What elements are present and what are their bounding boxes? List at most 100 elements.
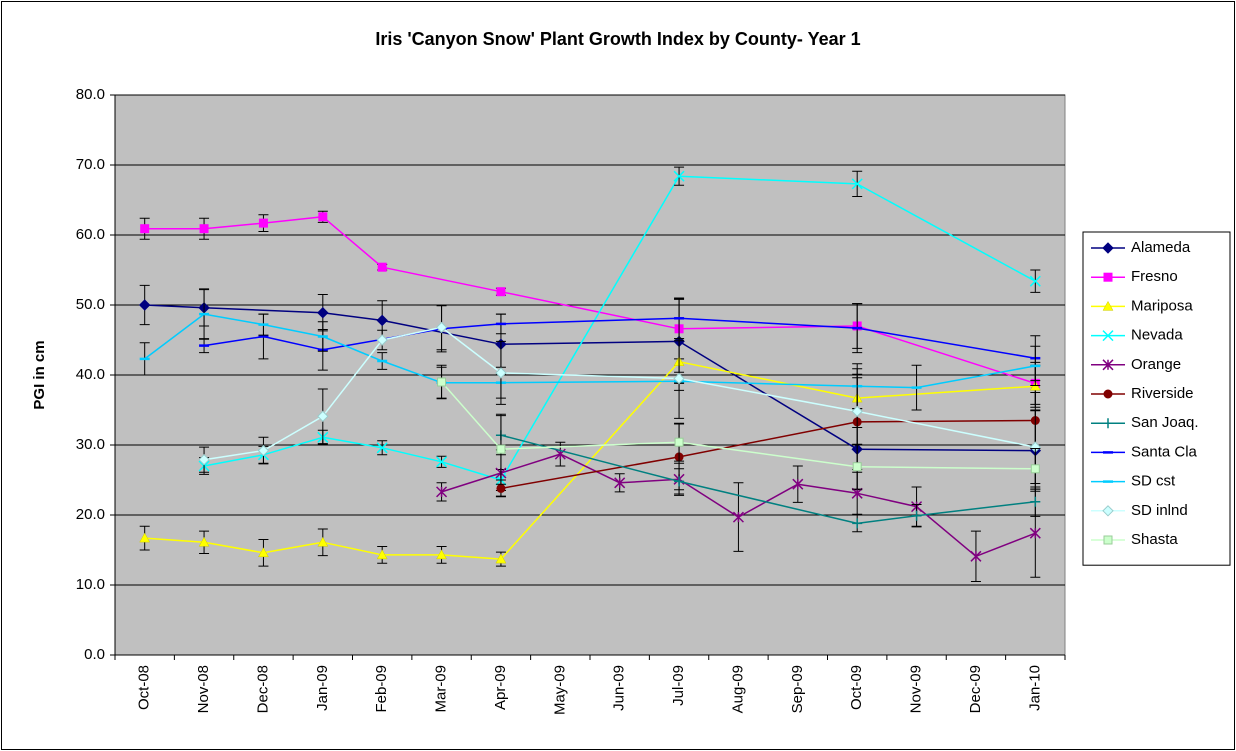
series-segment	[203, 449, 264, 461]
marker	[1102, 242, 1114, 254]
marker	[851, 487, 863, 499]
x-tick-label: Nov-09	[908, 665, 925, 713]
x-tick-label: Oct-09	[848, 665, 865, 710]
series-segment	[263, 415, 324, 452]
series-segment	[322, 541, 383, 556]
series-segment	[678, 377, 858, 413]
marker	[140, 224, 150, 234]
series-segment	[263, 323, 323, 338]
marker	[317, 306, 329, 319]
series-segment	[500, 290, 680, 330]
y-tick-label: 30.0	[76, 436, 105, 453]
marker	[851, 405, 863, 418]
series-segment	[679, 317, 858, 329]
marker	[258, 218, 268, 228]
series-segment	[441, 461, 502, 481]
series-segment	[441, 323, 501, 330]
marker	[852, 518, 863, 529]
legend-label: Santa Cla	[1131, 443, 1198, 460]
series-segment	[619, 478, 680, 484]
marker	[673, 170, 685, 182]
legend-label: Shasta	[1131, 531, 1178, 548]
x-tick-label: Apr-09	[492, 665, 509, 710]
series-segment	[500, 456, 680, 490]
marker	[1103, 272, 1113, 282]
marker	[1102, 330, 1114, 342]
series-segment	[500, 361, 680, 560]
marker	[376, 334, 388, 346]
legend-label: Nevada	[1131, 327, 1183, 344]
series-segment	[679, 175, 858, 185]
series-segment	[203, 454, 264, 467]
y-axis-label: PGI in cm	[31, 340, 48, 409]
marker	[436, 486, 448, 498]
y-tick-label: 40.0	[76, 366, 105, 383]
y-tick-label: 70.0	[76, 156, 105, 173]
legend-label: San Joaq.	[1131, 414, 1199, 431]
series-segment	[500, 340, 680, 345]
series-segment	[500, 317, 680, 325]
series-segment	[263, 335, 323, 351]
marker	[496, 444, 506, 454]
marker	[496, 483, 506, 493]
series-segment	[203, 222, 264, 230]
x-tick-label: Nov-08	[195, 665, 212, 713]
series-segment	[500, 453, 561, 474]
series-segment	[144, 313, 205, 360]
series-segment	[322, 311, 383, 322]
marker	[792, 478, 804, 490]
series-segment	[500, 441, 680, 450]
x-tick-label: Jan-09	[314, 665, 331, 711]
marker	[376, 314, 388, 327]
series-segment	[382, 326, 442, 341]
y-tick-label: 50.0	[76, 296, 105, 313]
marker	[436, 456, 448, 468]
marker	[258, 547, 269, 558]
series-segment	[857, 385, 917, 389]
series-segment	[263, 541, 323, 554]
marker	[199, 224, 209, 234]
marker	[614, 477, 626, 489]
marker	[1102, 505, 1114, 517]
series-segment	[738, 483, 799, 518]
series-segment	[263, 436, 324, 456]
series-segment	[857, 448, 1036, 452]
series-segment	[857, 410, 1036, 448]
marker	[1103, 389, 1113, 399]
x-tick-label: May-09	[551, 665, 568, 715]
marker	[495, 367, 507, 379]
legend-label: Orange	[1131, 356, 1181, 373]
y-tick-label: 20.0	[76, 506, 105, 523]
series-segment	[916, 500, 1036, 517]
marker	[317, 410, 329, 423]
marker	[139, 532, 151, 543]
marker	[674, 476, 685, 487]
y-tick-label: 10.0	[76, 576, 105, 593]
x-tick-label: Jan-10	[1026, 665, 1043, 711]
series-segment	[975, 532, 1036, 557]
series-segment	[144, 537, 205, 544]
series-segment	[382, 447, 442, 463]
marker	[1029, 275, 1041, 287]
series-segment	[322, 335, 383, 362]
marker	[1029, 527, 1041, 539]
marker	[495, 553, 507, 564]
x-tick-label: Jul-09	[670, 665, 687, 706]
marker	[1103, 535, 1113, 545]
marker	[198, 453, 210, 466]
x-tick-label: Dec-09	[967, 665, 984, 713]
series-segment	[559, 453, 621, 484]
series-segment	[144, 304, 205, 309]
x-tick-label: Mar-09	[433, 665, 450, 713]
legend-label: SD cst	[1131, 473, 1176, 490]
series-segment	[500, 434, 680, 483]
marker	[317, 536, 329, 547]
x-tick-label: Feb-09	[373, 665, 390, 713]
marker	[318, 212, 328, 222]
series-segment	[322, 339, 383, 417]
series-segment	[441, 381, 502, 450]
marker	[852, 462, 862, 472]
x-tick-label: Aug-09	[729, 665, 746, 713]
x-tick-label: Dec-08	[254, 665, 271, 713]
